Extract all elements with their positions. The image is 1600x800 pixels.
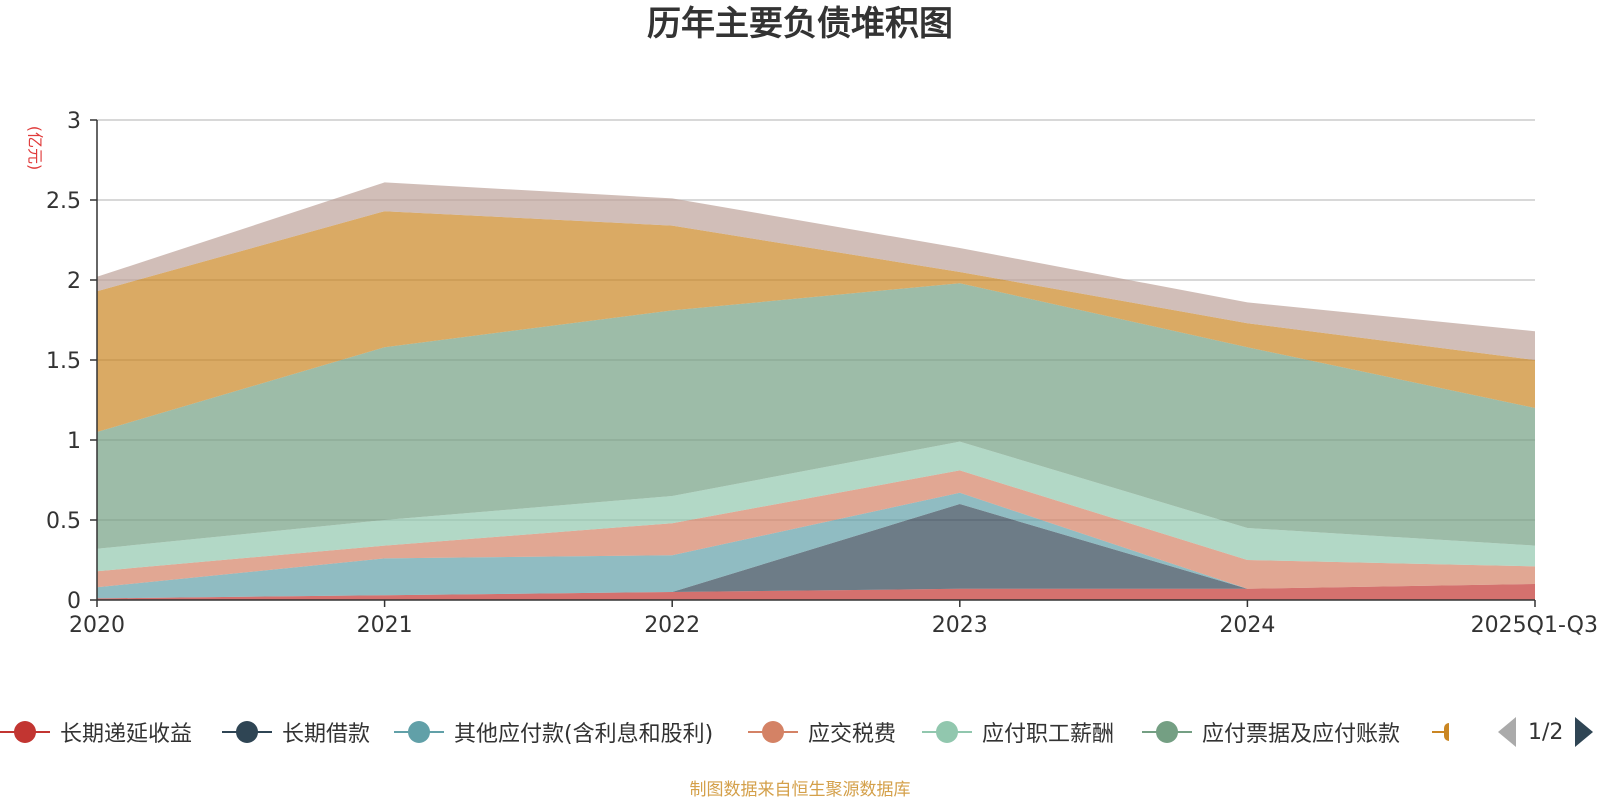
area-series-1[interactable] (97, 504, 1535, 599)
legend-item-other-payables[interactable]: 其他应付款(含利息和股利) (394, 712, 713, 752)
legend-label: 其他应付款(含利息和股利) (454, 722, 714, 747)
area-series-0[interactable] (97, 584, 1535, 600)
x-tick-label: 2025Q1-Q3 (1471, 613, 1598, 638)
area-series-3[interactable] (97, 470, 1535, 589)
legend-item-notes-accounts-payable[interactable]: 应付票据及应付账款 (1142, 712, 1400, 752)
legend-label: 应付票据及应付账款 (1202, 722, 1401, 747)
y-tick-label: 0.5 (46, 509, 81, 534)
previous-page-icon[interactable] (1498, 717, 1516, 747)
legend-item-taxes-payable[interactable]: 应交税费 (748, 712, 896, 752)
y-tick-label: 1 (67, 429, 81, 454)
axes: 0 0.5 1 1.5 2 2.5 3 2020 2021 2022 2023 2024 2025Q1-… (46, 109, 1598, 638)
area-series-6[interactable] (97, 211, 1535, 432)
y-tick-label: 2.5 (46, 189, 81, 214)
legend-pager: 1/2 (1498, 714, 1594, 750)
legend-item-truncated[interactable] (1432, 712, 1454, 752)
area-series (97, 182, 1535, 600)
legend: 长期递延收益 长期借款 其他应付款(含利息和股利) 应交税费 应付职工薪酬 应付… (0, 712, 1600, 752)
y-tick-label: 3 (67, 109, 81, 134)
y-tick-label: 2 (67, 269, 81, 294)
legend-item-payroll-payable[interactable]: 应付职工薪酬 (922, 712, 1114, 752)
stacked-area-chart: 0 0.5 1 1.5 2 2.5 3 2020 2021 2022 2023 2024 2025Q1-… (46, 109, 1598, 638)
data-source-note: 制图数据来自恒生聚源数据库 (689, 780, 911, 800)
legend-label: 长期借款 (282, 722, 371, 747)
x-tick-label: 2023 (932, 613, 988, 638)
legend-label: 应付职工薪酬 (982, 722, 1115, 747)
legend-page-indicator: 1/2 (1528, 719, 1564, 745)
y-tick-label: 1.5 (46, 349, 81, 374)
legend-item-long-term-borrowing[interactable]: 长期借款 (222, 712, 370, 752)
x-tick-label: 2021 (357, 613, 413, 638)
x-tick-label: 2022 (644, 613, 700, 638)
x-tick-label: 2020 (69, 613, 125, 638)
area-series-2[interactable] (97, 492, 1535, 599)
legend-item-long-term-deferred-income[interactable]: 长期递延收益 (0, 712, 192, 752)
x-tick-label: 2024 (1219, 613, 1275, 638)
legend-label: 长期递延收益 (60, 722, 193, 747)
area-series-5[interactable] (97, 283, 1535, 549)
legend-label: 应交税费 (808, 722, 897, 747)
area-series-4[interactable] (97, 441, 1535, 572)
y-tick-label: 0 (67, 589, 81, 614)
chart-title: 历年主要负债堆积图 (647, 4, 953, 44)
next-page-icon[interactable] (1575, 717, 1594, 747)
